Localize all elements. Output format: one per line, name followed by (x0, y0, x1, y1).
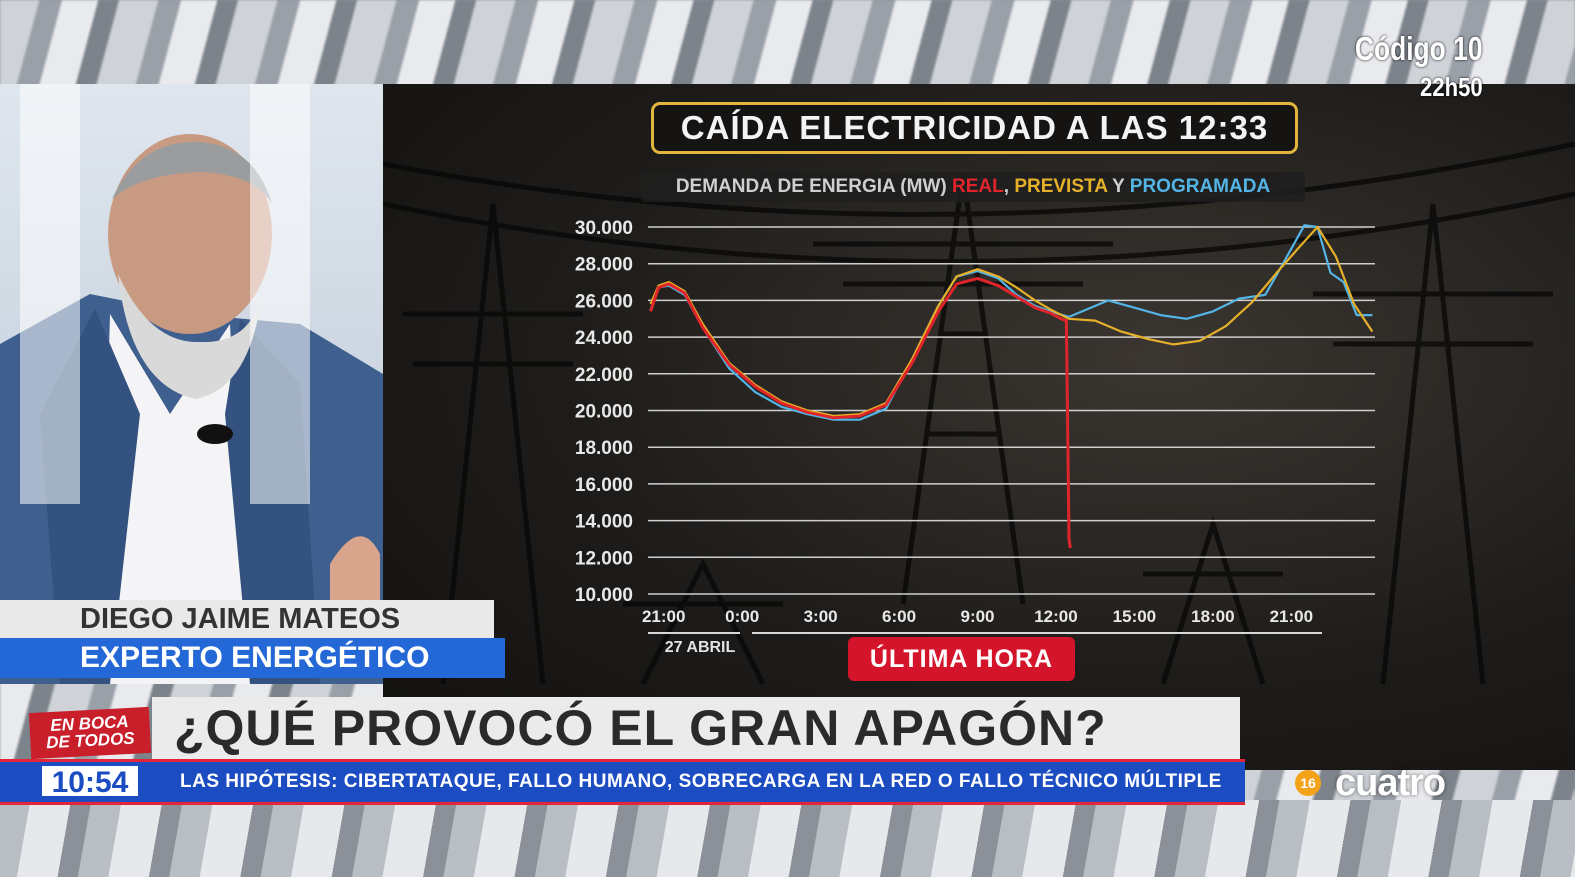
channel-name: cuatro (1335, 762, 1446, 804)
y-tick-label: 18.000 (575, 438, 633, 459)
legend-programada: PROGRAMADA (1129, 176, 1271, 197)
chart-grid (648, 226, 1375, 595)
guest-name-bar: DIEGO JAIME MATEOS (0, 600, 494, 638)
y-tick-label: 24.000 (575, 328, 633, 349)
show-logo: EN BOCA DE TODOS (28, 706, 152, 760)
y-tick-label: 20.000 (575, 402, 633, 423)
x-tick-label: 6:00 (882, 607, 916, 626)
clock: 10:54 (40, 764, 140, 799)
x-tick-label: 21:00 (1270, 607, 1313, 626)
ticker-text: LAS HIPÓTESIS: CIBERTATAQUE, FALLO HUMAN… (180, 771, 1222, 792)
x-tick-label: 15:00 (1113, 607, 1156, 626)
y-tick-label: 22.000 (575, 365, 633, 386)
y-tick-label: 10.000 (575, 585, 633, 606)
headline-bar: ¿QUÉ PROVOCÓ EL GRAN APAGÓN? (152, 697, 1240, 759)
y-tick-label: 26.000 (575, 291, 633, 312)
subtitle-prefix: DEMANDA DE ENERGIA (MW) (675, 176, 947, 197)
series-line-programada (649, 224, 1373, 421)
chart-subtitle: DEMANDA DE ENERGIA (MW) REAL, PREVISTA Y… (641, 172, 1305, 202)
chart-title: CAÍDA ELECTRICIDAD A LAS 12:33 (651, 102, 1298, 154)
studio-floor (0, 800, 1575, 877)
legend-and: Y (1112, 176, 1125, 197)
date-label: 27 ABRIL (665, 639, 736, 656)
y-tick-label: 16.000 (575, 475, 633, 496)
x-axis-ticks: 21:00 0:00 3:00 6:00 9:00 12:00 15:00 18:00 21:0… (642, 607, 1313, 626)
x-tick-label: 18:00 (1191, 607, 1234, 626)
series-line-real (649, 276, 1072, 549)
x-tick-label: 21:00 (642, 607, 685, 626)
y-axis-ticks: 30.000 28.000 26.000 24.000 22.000 20.000 18.0… (575, 218, 633, 606)
studio-light-panel (20, 84, 80, 504)
x-tick-label: 0:00 (725, 607, 759, 626)
x-tick-label: 12:00 (1034, 607, 1077, 626)
breaking-news-badge: ÚLTIMA HORA (848, 637, 1075, 681)
studio-light-panel (250, 84, 310, 504)
show-logo-line2: DE TODOS (45, 728, 136, 753)
y-tick-label: 14.000 (575, 512, 633, 533)
guest-camera-feed (0, 84, 383, 684)
legend-real: REAL (952, 176, 1004, 197)
age-rating-badge: 16 (1295, 770, 1321, 796)
guest-role-bar: EXPERTO ENERGÉTICO (0, 638, 505, 678)
y-tick-label: 28.000 (575, 255, 633, 276)
y-tick-label: 30.000 (575, 218, 633, 239)
program-time-label: 22h50 (1420, 72, 1483, 102)
x-tick-label: 9:00 (960, 607, 994, 626)
chart-series (649, 224, 1374, 549)
x-tick-label: 3:00 (804, 607, 838, 626)
legend-prevista: PREVISTA (1014, 176, 1108, 197)
news-ticker (0, 759, 1245, 805)
transmission-towers-background (383, 141, 1575, 686)
y-tick-label: 12.000 (575, 548, 633, 569)
program-code-label: Código 10 (1355, 30, 1483, 67)
